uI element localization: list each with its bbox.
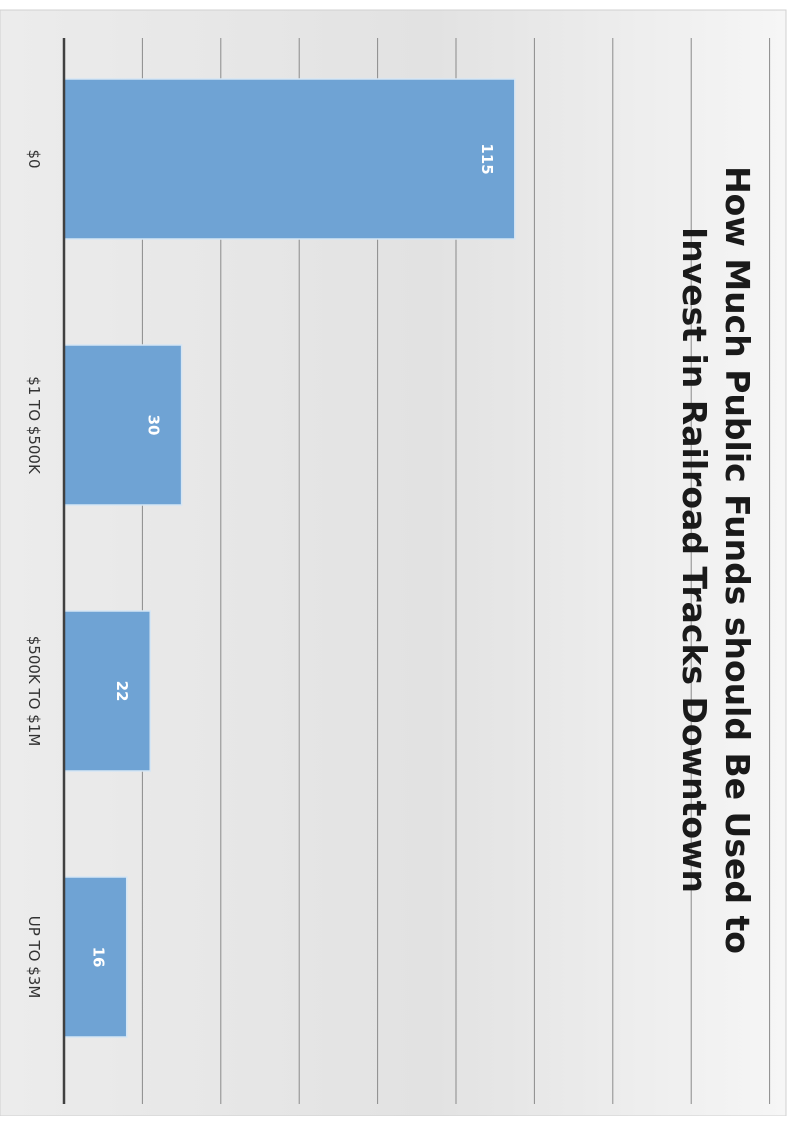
- category-label: $500K TO $1M: [25, 636, 43, 747]
- bar: [63, 876, 128, 1038]
- value-label: 16: [90, 947, 108, 968]
- bar: [63, 610, 151, 772]
- value-label: 115: [478, 143, 496, 174]
- category-label: $1 TO $500K: [25, 376, 43, 475]
- bar: [63, 78, 516, 240]
- bar: [63, 344, 183, 506]
- value-label: 30: [145, 415, 163, 436]
- chart-title-line-1: How Much Public Funds should Be Used to: [718, 166, 757, 954]
- chart-title-line-2: Invest in Railroad Tracks Downtown: [675, 227, 714, 893]
- category-label: $0: [25, 149, 43, 168]
- category-labels: $0 $1 TO $500K $500K TO $1M UP TO $3M: [25, 149, 43, 998]
- category-label: UP TO $3M: [25, 916, 43, 999]
- value-labels: 115 30 22 16: [90, 143, 496, 967]
- value-label: 22: [113, 681, 131, 702]
- bars: [63, 78, 516, 1038]
